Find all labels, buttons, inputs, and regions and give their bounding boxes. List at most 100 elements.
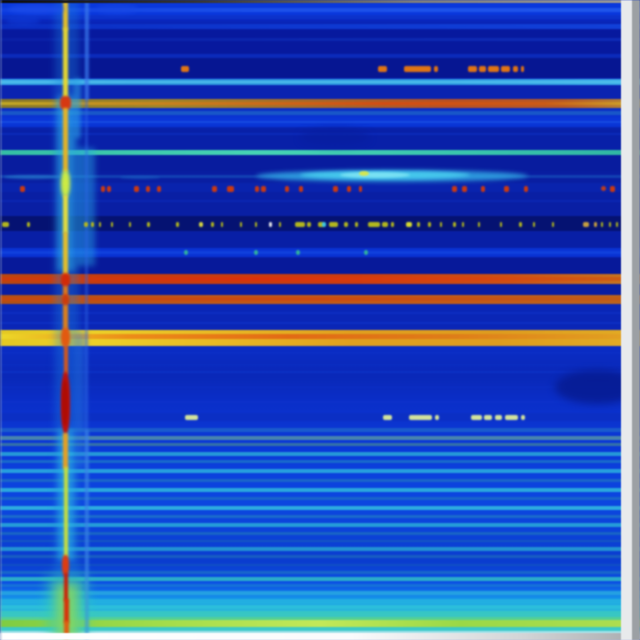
vertical-line-segment (64, 573, 68, 601)
blob (8, 4, 64, 14)
spectral-row (0, 515, 640, 518)
vertical-line-segment (85, 430, 89, 640)
vertical-line-segment (75, 333, 86, 468)
frame-strip-horizontal (0, 0, 640, 3)
frame-strip-vertical (621, 0, 632, 640)
burst-dash (199, 222, 203, 227)
blob (184, 250, 188, 255)
spectral-row (0, 54, 640, 58)
burst-dash (295, 222, 305, 227)
burst-dash (157, 186, 161, 192)
spectral-row (0, 497, 640, 500)
spectral-row (0, 540, 640, 542)
spectral-row (0, 24, 640, 29)
spectral-row (0, 371, 640, 373)
burst-dash (434, 66, 438, 72)
vertical-line-segment (63, 286, 68, 298)
spectral-row (0, 413, 640, 421)
burst-dash (318, 222, 324, 227)
spectral-row (0, 150, 640, 155)
burst-dash (255, 186, 259, 192)
spectral-row (0, 15, 640, 19)
spectral-row (0, 506, 640, 510)
spectral-row (0, 452, 640, 456)
burst-dash (221, 222, 223, 227)
spectral-row (0, 571, 640, 574)
blob (364, 250, 368, 255)
burst-dash (378, 66, 387, 72)
burst-dash (488, 66, 499, 72)
spectral-row (0, 523, 640, 527)
burst-dash (513, 66, 518, 72)
burst-dash (134, 186, 139, 192)
frame-strip-horizontal (0, 633, 640, 640)
burst-dash (84, 222, 88, 227)
spectral-row (0, 352, 640, 354)
vertical-line-segment (64, 467, 68, 557)
spectral-row (0, 631, 640, 634)
spectral-row (0, 312, 640, 314)
frame-strip-vertical (0, 0, 2, 640)
burst-dash (147, 222, 150, 227)
spectral-row (0, 258, 640, 274)
spectral-row (0, 469, 640, 473)
blob (4, 175, 62, 179)
burst-dash (101, 186, 105, 192)
spectral-row (0, 31, 640, 56)
spectral-row (0, 200, 640, 202)
vertical-line-segment (63, 433, 68, 469)
spectral-row (0, 584, 640, 587)
burst-dash (501, 66, 510, 72)
vertical-line-segment (74, 78, 81, 138)
burst-dash (20, 186, 25, 192)
burst-dash (344, 222, 348, 227)
burst-dash (181, 66, 189, 72)
burst-dash (462, 222, 464, 227)
spectral-row (0, 591, 640, 595)
vertical-line-segment (63, 195, 68, 233)
burst-dash (299, 186, 303, 192)
vertical-line-segment (85, 0, 89, 100)
vertical-line-segment (64, 599, 69, 623)
burst-dash (481, 186, 485, 192)
burst-dash (484, 415, 492, 420)
blob (254, 250, 258, 255)
spectral-row (0, 286, 640, 295)
burst-dash (255, 222, 257, 227)
burst-dash (227, 186, 234, 192)
vertical-line-segment (63, 28, 68, 98)
frame-strip-vertical (632, 0, 640, 640)
spectral-row (0, 60, 640, 78)
spectral-row (0, 564, 640, 566)
spectral-row (0, 617, 640, 621)
spectral-row (0, 386, 640, 388)
spectral-row (0, 547, 640, 551)
burst-dash (479, 66, 486, 72)
burst-dash (435, 415, 439, 420)
burst-dash (269, 222, 272, 227)
vertical-line-segment (61, 170, 70, 197)
spectral-row (0, 605, 640, 609)
burst-dash (279, 222, 281, 227)
blob (300, 128, 370, 146)
vertical-line-segment (63, 108, 68, 172)
burst-dash (333, 186, 338, 192)
blob (296, 250, 300, 255)
spectral-row (0, 277, 640, 281)
burst-dash (495, 415, 502, 420)
spectral-row (0, 364, 640, 366)
spectral-row (0, 428, 640, 432)
spectral-row (0, 627, 640, 631)
burst-dash (468, 66, 477, 72)
spectral-row (0, 322, 640, 324)
blob (6, 17, 40, 25)
burst-dash (176, 222, 179, 227)
spectral-row (0, 304, 640, 330)
blob (96, 4, 138, 14)
burst-dash (452, 186, 457, 192)
burst-dash (212, 186, 217, 192)
blob (601, 186, 606, 191)
burst-dash (594, 222, 597, 227)
spectral-row (0, 599, 640, 604)
